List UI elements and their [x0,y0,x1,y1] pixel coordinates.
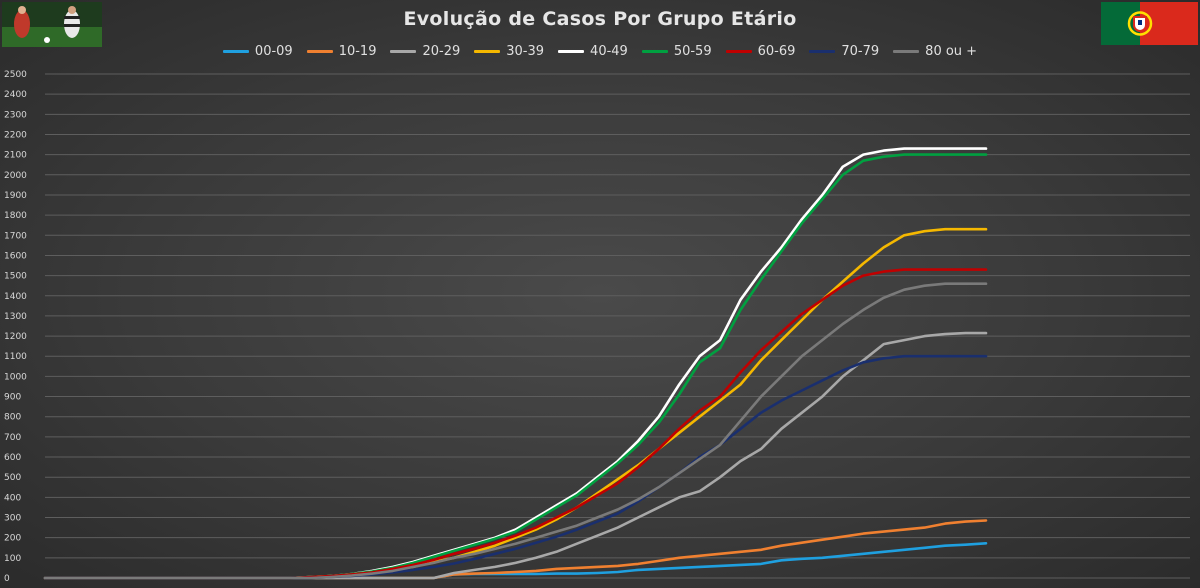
y-tick-label: 900 [4,393,21,403]
legend-label: 50-59 [673,44,712,59]
legend-item-60-69: 60-69 [725,44,796,59]
series-line-30-39 [43,227,988,580]
grid-layer [45,73,1190,579]
y-tick-label: 2500 [4,70,27,80]
legend-item-80-plus: 80 ou + [893,44,977,59]
legend-item-30-39: 30-39 [474,44,544,59]
y-tick-label: 100 [4,554,21,564]
legend-label: 00-09 [254,44,293,59]
y-tick-label: 1900 [4,191,27,201]
series-line-80-ou- [43,282,988,580]
legend-item-20-29: 20-29 [390,44,460,59]
y-tick-label: 1100 [4,352,27,362]
y-tick-label: 300 [4,514,21,524]
series-layer [43,147,988,580]
portugal-flag-icon [1101,2,1198,45]
y-tick-label: 1700 [4,231,27,241]
y-tick-label: 400 [4,493,21,503]
y-tick-label: 1200 [4,332,27,342]
legend-item-70-79: 70-79 [809,44,879,59]
legend-item-50-59: 50-59 [641,44,712,59]
legend-label: 70-79 [841,44,880,59]
legend-swatch [306,50,333,53]
y-tick-label: 0 [4,574,10,584]
y-tick-label: 800 [4,413,21,423]
y-tick-label: 2200 [4,130,27,140]
series-line-50-59 [43,153,988,580]
y-tick-label: 1000 [4,372,27,382]
legend-label: 80 ou + [925,44,978,59]
legend-swatch [390,50,417,53]
series-line-40-49 [43,147,988,580]
y-tick-label: 1800 [4,211,27,221]
y-tick-label: 1300 [4,312,27,322]
y-tick-label: 1500 [4,272,27,282]
legend-swatch [222,50,249,53]
y-tick-label: 500 [4,473,21,483]
y-tick-label: 2000 [4,171,27,181]
legend-label: 30-39 [506,44,545,59]
chart-title: Evolução de Casos Por Grupo Etário [403,8,797,30]
legend-item-10-19: 10-19 [306,44,377,59]
y-axis: 0 100 200 300 400 500 600 700 800 900 1000 1100 1200… [4,70,27,584]
legend-swatch [474,50,501,53]
legend-label: 20-29 [422,44,461,59]
legend-label: 40-49 [590,44,628,59]
legend-swatch [809,50,836,53]
y-tick-label: 700 [4,433,21,443]
y-tick-label: 2300 [4,110,27,120]
legend-swatch [725,50,752,53]
legend-swatch [558,50,585,53]
y-tick-label: 2400 [4,90,27,100]
blog-logo [2,2,102,47]
y-tick-label: 200 [4,534,21,544]
legend-swatch [893,50,920,53]
y-tick-label: 2100 [4,151,27,161]
chart-legend: 00-09 10-19 20-29 30-39 40-49 50-59 60-6… [0,44,1200,59]
legend-item-40-49: 40-49 [558,44,628,59]
legend-item-00-09: 00-09 [222,44,293,59]
y-tick-label: 1600 [4,251,27,261]
y-tick-label: 1400 [4,292,27,302]
legend-label: 10-19 [338,44,377,59]
y-tick-label: 600 [4,453,21,463]
legend-swatch [641,50,668,53]
legend-label: 60-69 [757,44,796,59]
